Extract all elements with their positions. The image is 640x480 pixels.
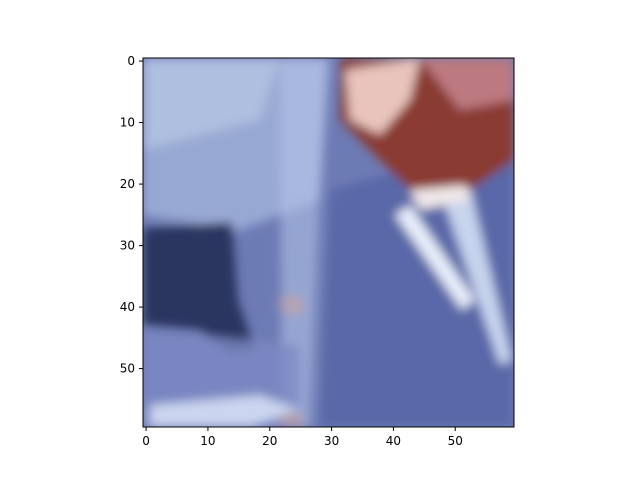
image-region-upper-glow [143, 58, 280, 150]
x-tick-label: 20 [262, 434, 277, 448]
y-tick-label: 30 [120, 239, 135, 253]
y-tick-label: 50 [120, 362, 135, 376]
image-tan-spot [278, 295, 306, 315]
y-tick-label: 10 [120, 116, 135, 130]
image-region-pale [420, 58, 514, 110]
image-region-pink [345, 58, 420, 135]
y-tick-label: 40 [120, 300, 135, 314]
image-diagonal-stripe-a [395, 205, 475, 310]
x-tick-label: 10 [200, 434, 215, 448]
image-vertical-streak [280, 58, 325, 427]
x-tick-label: 30 [324, 434, 339, 448]
x-tick-label: 0 [142, 434, 150, 448]
image-bottom-stripe [150, 395, 300, 427]
image-plot [143, 58, 514, 427]
y-tick-label: 20 [120, 177, 135, 191]
plot-frame [142, 57, 515, 428]
y-axis-ticks: 0 10 20 30 40 50 [120, 54, 143, 376]
x-tick-label: 50 [448, 434, 463, 448]
image-dark-block [143, 222, 255, 352]
y-tick-label: 0 [127, 54, 135, 68]
x-tick-label: 40 [386, 434, 401, 448]
x-axis-ticks: 0 10 20 30 40 50 [142, 427, 463, 448]
image-diagonal-stripe-b [440, 188, 512, 365]
image-diagonal-stripe-c [410, 185, 470, 210]
image-content [143, 58, 514, 427]
image-tan-spot-bottom [278, 412, 306, 427]
